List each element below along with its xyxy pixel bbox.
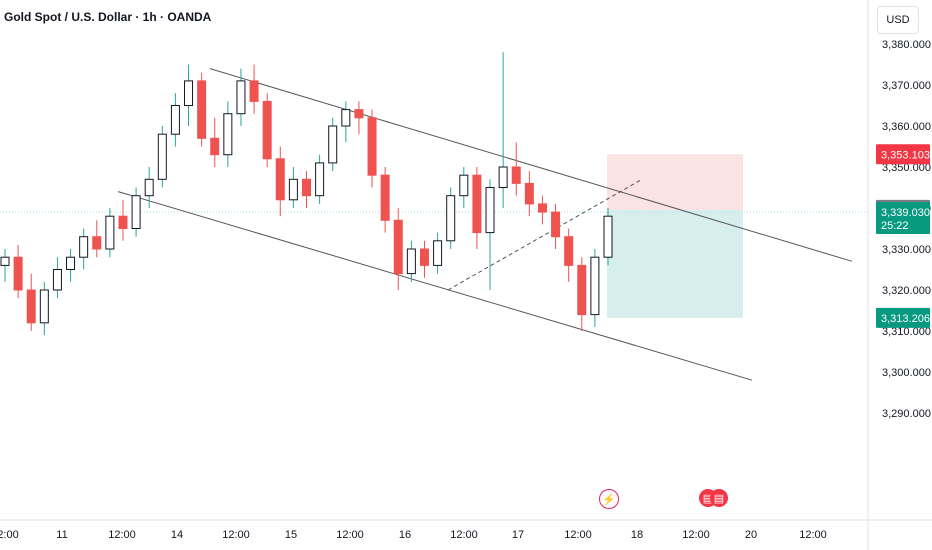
- time-tick-label: 12:00: [108, 529, 136, 541]
- price-tick-label: 3,300.000: [882, 367, 931, 379]
- candle-body: [393, 219, 403, 275]
- time-tick-label: 2:00: [0, 529, 19, 541]
- candle-body: [79, 236, 89, 258]
- stop-zone: [607, 154, 743, 210]
- price-tick-label: 3,380.000: [882, 39, 931, 51]
- candle-body: [288, 178, 298, 201]
- candle-body: [262, 100, 272, 160]
- price-badge-last: [876, 201, 930, 234]
- time-tick-label: 15: [285, 529, 297, 541]
- candle-body: [472, 174, 482, 234]
- candle-body: [197, 80, 207, 139]
- candle-body: [0, 256, 10, 266]
- candle-body: [52, 269, 62, 291]
- time-tick-label: 11: [56, 529, 67, 541]
- candle-body: [210, 137, 220, 156]
- candle-body: [446, 195, 456, 242]
- time-tick-label: 16: [399, 529, 411, 541]
- candle-body: [564, 236, 574, 266]
- time-tick-label: 17: [512, 529, 524, 541]
- candle-body: [157, 133, 167, 180]
- candle-body: [236, 80, 246, 115]
- candle-body: [328, 125, 338, 164]
- candle-body: [603, 215, 613, 258]
- candle-body: [380, 174, 390, 221]
- candle-body: [144, 178, 154, 197]
- projection-line: [447, 178, 643, 291]
- time-tick-label: 14: [171, 529, 183, 541]
- candle-body: [170, 105, 180, 135]
- candle-body: [354, 109, 364, 119]
- price-tick-label: 3,320.000: [882, 285, 931, 297]
- price-badge-target: [876, 307, 930, 328]
- candle-body: [184, 80, 194, 107]
- candle-body: [341, 109, 351, 127]
- target-zone: [607, 209, 743, 318]
- candle-body: [26, 289, 36, 324]
- time-tick-label: 12:00: [222, 529, 250, 541]
- us-flag-icon-2[interactable]: ▤: [710, 489, 728, 507]
- lightning-icon[interactable]: ⚡: [599, 489, 619, 509]
- candle-body: [131, 195, 141, 229]
- candle-body: [551, 211, 561, 238]
- price-tick-label: 3,330.000: [882, 244, 931, 256]
- time-tick-label: 12:00: [682, 529, 710, 541]
- candle-body: [315, 162, 325, 197]
- candle-body: [524, 182, 534, 205]
- candle-body: [485, 187, 495, 234]
- time-tick-label: 12:00: [564, 529, 592, 541]
- candle-body: [39, 289, 49, 324]
- candle-body: [118, 215, 128, 229]
- candle-body: [249, 80, 259, 102]
- price-tick-label: 3,360.000: [882, 121, 931, 133]
- channel-upper-line: [209, 68, 853, 262]
- candle-body: [13, 256, 23, 291]
- candle-body: [537, 203, 547, 213]
- candle-body: [406, 248, 416, 275]
- time-tick-label: 12:00: [799, 529, 827, 541]
- bar-countdown: 25:22: [881, 220, 909, 232]
- candle-body: [223, 113, 233, 156]
- price-badge-label: 3,353.103: [881, 149, 930, 161]
- chart-title: Gold Spot / U.S. Dollar · 1h · OANDA: [4, 10, 212, 24]
- price-badge-stop: [876, 144, 930, 165]
- price-badge-label: 3,339.030: [881, 207, 930, 219]
- candle-body: [590, 256, 600, 316]
- candle-body: [511, 166, 521, 184]
- price-tick-label: 3,290.000: [882, 408, 931, 420]
- time-tick-label: 12:00: [450, 529, 478, 541]
- candle-body: [302, 178, 311, 197]
- price-tick-label: 3,310.000: [882, 326, 931, 338]
- channel-lower-line: [117, 191, 753, 381]
- candle-body: [275, 158, 285, 201]
- candle-body: [459, 174, 469, 197]
- candle-body: [66, 256, 76, 271]
- candle-body: [105, 215, 115, 250]
- price-badge-label: 3,313.206: [881, 313, 930, 325]
- price-tick-label: 3,350.000: [882, 162, 931, 174]
- candle-body: [498, 166, 508, 188]
- candle-body: [419, 248, 429, 266]
- candle-body: [92, 236, 102, 250]
- time-tick-label: 20: [745, 529, 757, 541]
- time-tick-label: 12:00: [336, 529, 364, 541]
- price-tick-label: 3,370.000: [882, 80, 931, 92]
- currency-button[interactable]: USD: [877, 6, 919, 34]
- candle-body: [577, 264, 587, 316]
- candle-body: [433, 240, 443, 266]
- time-tick-label: 18: [631, 529, 643, 541]
- candle-body: [367, 117, 377, 176]
